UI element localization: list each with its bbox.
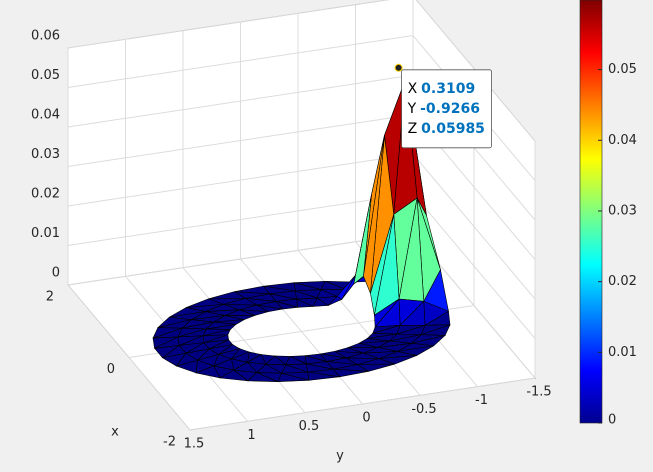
datatip-value: -0.9266 xyxy=(420,101,480,117)
z-tick-label: 0.03 xyxy=(31,147,60,162)
surface-face xyxy=(296,298,314,308)
datatip-label: Z xyxy=(408,121,418,137)
surface-face xyxy=(307,371,340,381)
y-tick-label: 0.5 xyxy=(299,419,320,434)
grid-line xyxy=(412,193,536,339)
y-tick-label: 1 xyxy=(247,428,255,443)
grid-line xyxy=(67,35,414,88)
surface-face xyxy=(175,359,198,374)
grid-line xyxy=(67,114,414,167)
grid-line xyxy=(67,193,414,246)
z-tick-label: 0.05 xyxy=(31,68,60,83)
colorbar-tick-label: 0 xyxy=(608,413,616,428)
datatip-row: X 0.3109 xyxy=(408,81,476,97)
z-tick-label: 0.04 xyxy=(31,107,60,122)
datatip-box xyxy=(401,69,492,149)
x-tick-label: 2 xyxy=(46,289,54,304)
x-tick-label: 0 xyxy=(107,362,115,377)
grid-line xyxy=(67,153,414,207)
grid-line xyxy=(297,250,421,396)
z-tick-label: 0 xyxy=(52,265,60,280)
grid-line xyxy=(415,0,536,142)
z-tick-label: 0.06 xyxy=(31,28,60,43)
y-axis-label: y xyxy=(336,449,344,464)
datatip-marker xyxy=(394,63,403,72)
colorbar-tick-label: 0.03 xyxy=(608,203,637,218)
surface-face xyxy=(353,194,372,285)
datatip-label: X xyxy=(408,81,418,97)
surface-face xyxy=(275,300,298,310)
surface-face xyxy=(363,135,385,294)
z-tick-label: 0.01 xyxy=(31,226,60,241)
surface-face xyxy=(247,372,278,382)
y-tick-label: 1.5 xyxy=(184,436,205,451)
y-tick-label: 0 xyxy=(362,411,370,426)
grid-line xyxy=(67,284,191,431)
grid-line xyxy=(67,232,414,286)
datatip-row: Z 0.05985 xyxy=(408,121,485,137)
grid-line xyxy=(182,267,306,413)
surface-face xyxy=(219,369,249,382)
y-tick-label: -1.5 xyxy=(526,385,551,400)
datatip-value: 0.3109 xyxy=(421,81,475,97)
datatip-value: 0.05985 xyxy=(421,121,485,137)
colorbar-tick-label: 0.01 xyxy=(608,345,637,360)
colorbar-tick-label: 0.05 xyxy=(608,62,637,77)
grid-line xyxy=(67,74,414,128)
surface-face xyxy=(277,372,309,383)
x-axis-label: x xyxy=(111,425,119,440)
colorbar-tick-label: 0.04 xyxy=(608,133,637,148)
y-tick-label: -0.5 xyxy=(411,402,436,417)
colorbar-tick-label: 0.02 xyxy=(608,274,637,289)
grid-line xyxy=(412,153,536,300)
colorbar xyxy=(579,0,603,424)
surface-face xyxy=(327,295,343,306)
grid-line xyxy=(67,0,391,49)
surface-face xyxy=(312,297,330,307)
datatip-label: Y xyxy=(407,101,417,117)
surface-face xyxy=(195,365,221,379)
x-tick-label: -2 xyxy=(163,434,176,449)
grid-line xyxy=(240,258,363,405)
y-tick-label: -1 xyxy=(475,393,488,408)
datatip-row: Y -0.9266 xyxy=(407,101,480,117)
z-tick-label: 0.02 xyxy=(31,186,60,201)
